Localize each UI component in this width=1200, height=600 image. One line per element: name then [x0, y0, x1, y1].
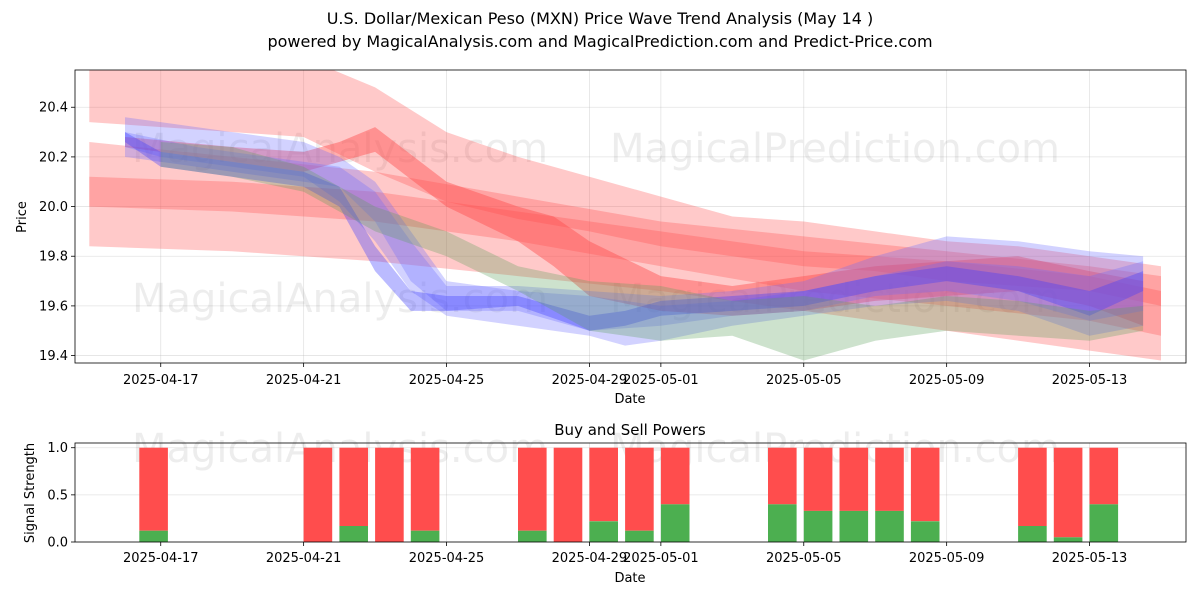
sell-bar: [839, 447, 869, 511]
top-y-tick-label: 20.2: [39, 150, 68, 165]
top-plot-frame: [74, 69, 1187, 364]
sell-bar: [660, 447, 690, 505]
series-red-band-mid: [89, 142, 1161, 361]
top-series-layer: [89, 70, 1161, 361]
buy-bar: [910, 521, 940, 542]
bottom-y-tick-label: 1.0: [47, 441, 68, 456]
sell-bar: [553, 447, 583, 542]
sell-bar: [375, 447, 404, 542]
top-x-tick-label: 2025-04-25: [409, 373, 485, 388]
series-blue-band-1: [125, 117, 1144, 346]
sell-bar: [875, 447, 904, 511]
top-y-tick-label: 20.0: [39, 200, 68, 215]
bottom-x-tick-label: 2025-04-17: [123, 551, 199, 566]
buy-bar: [1053, 537, 1083, 542]
bottom-y-tick-label: 0.0: [47, 536, 68, 551]
sell-bar: [1018, 447, 1047, 526]
bottom-bars-layer: [139, 447, 1119, 542]
top-y-tick-label: 19.4: [39, 349, 68, 364]
buy-bar: [410, 530, 440, 542]
top-x-tick-label: 2025-05-13: [1052, 373, 1128, 388]
buy-bar: [875, 510, 904, 542]
series-blue-band-2: [125, 132, 1144, 331]
top-x-tick-label: 2025-05-09: [909, 373, 985, 388]
series-green-band: [160, 142, 1144, 361]
chart-subtitle: powered by MagicalAnalysis.com and Magic…: [267, 32, 933, 51]
buy-bar: [339, 526, 368, 542]
bottom-x-tick-label: 2025-04-25: [409, 551, 485, 566]
top-x-tick-label: 2025-04-21: [266, 373, 342, 388]
watermark-left-2: MagicalAnalysis.com: [132, 276, 548, 322]
sell-bar: [768, 447, 797, 505]
top-x-tick-label: 2025-05-05: [766, 373, 842, 388]
chart-title: U.S. Dollar/Mexican Peso (MXN) Price Wav…: [326, 9, 874, 28]
sell-bar: [339, 447, 368, 526]
top-x-tick-label: 2025-04-17: [123, 373, 199, 388]
bottom-x-tick-label: 2025-05-05: [766, 551, 842, 566]
bottom-chart-title: Buy and Sell Powers: [554, 421, 706, 439]
sell-bar: [139, 447, 168, 531]
sell-bar: [1053, 447, 1083, 538]
bottom-y-axis-label: Signal Strength: [23, 443, 38, 543]
bottom-x-axis-label: Date: [614, 571, 645, 586]
sell-bar: [1089, 447, 1119, 505]
top-x-axis-label: Date: [614, 392, 645, 407]
sell-bar: [303, 447, 333, 542]
sell-bar: [410, 447, 440, 531]
bottom-x-tick-label: 2025-05-13: [1052, 551, 1128, 566]
watermark-right-2: MagicalPrediction.com: [610, 276, 1060, 322]
top-y-axis-label: Price: [15, 201, 30, 233]
series-red-wave: [125, 127, 1144, 326]
buy-bar: [625, 530, 654, 542]
buy-bar: [518, 530, 547, 542]
top-y-axis: 19.4 19.6 19.8 20.0 20.2 20.4: [39, 101, 75, 364]
buy-bar: [139, 530, 168, 542]
bottom-y-tick-label: 0.5: [47, 488, 68, 503]
sell-bar: [803, 447, 833, 511]
bottom-x-tick-label: 2025-04-29: [552, 551, 628, 566]
sell-bar: [625, 447, 654, 531]
bottom-x-tick-label: 2025-04-21: [266, 551, 342, 566]
top-y-tick-label: 19.6: [39, 299, 68, 314]
sell-bar: [518, 447, 547, 531]
top-x-tick-label: 2025-05-01: [623, 373, 699, 388]
bottom-y-axis: 0.0 0.5 1.0: [47, 441, 75, 551]
bottom-x-tick-label: 2025-05-09: [909, 551, 985, 566]
series-red-band-lower: [89, 176, 1161, 336]
top-y-tick-label: 20.4: [39, 101, 68, 116]
bottom-x-tick-label: 2025-05-01: [623, 551, 699, 566]
bottom-x-axis: 2025-04-17 2025-04-21 2025-04-25 2025-04-29…: [123, 542, 1127, 566]
series-blue-wave: [125, 132, 1144, 331]
buy-bar: [589, 521, 618, 542]
buy-bar: [1089, 504, 1119, 542]
buy-bar: [768, 504, 797, 542]
sell-bar: [910, 447, 940, 522]
top-grid: [75, 70, 1186, 363]
buy-bar: [839, 510, 869, 542]
sell-bar: [589, 447, 618, 522]
watermark-right: MagicalPrediction.com: [610, 126, 1060, 172]
bottom-plot-frame: [74, 442, 1187, 543]
top-y-tick-label: 19.8: [39, 250, 68, 265]
top-x-tick-label: 2025-04-29: [552, 373, 628, 388]
buy-bar: [660, 504, 690, 542]
buy-bar: [1018, 526, 1047, 542]
buy-bar: [803, 510, 833, 542]
top-x-axis: 2025-04-17 2025-04-21 2025-04-25 2025-04-29…: [123, 363, 1127, 388]
series-red-band-upper: [89, 70, 1161, 306]
watermark-left: MagicalAnalysis.com: [132, 126, 548, 172]
